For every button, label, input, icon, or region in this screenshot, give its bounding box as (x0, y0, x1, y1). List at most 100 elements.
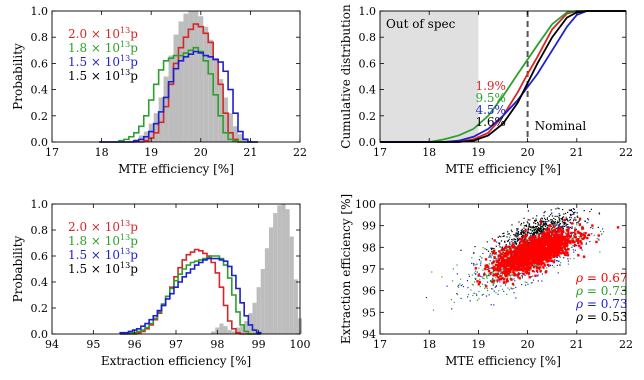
scatter-point (518, 263, 522, 266)
scatter-point (561, 218, 563, 220)
scatter-point (534, 243, 537, 247)
scatter-point (492, 260, 495, 264)
scatter-point (571, 227, 573, 230)
scatter-point (498, 250, 501, 253)
scatter-point (497, 276, 500, 279)
scatter-point (501, 275, 503, 277)
scatter-point (575, 240, 578, 242)
scatter-point (558, 247, 561, 250)
scatter-point (581, 249, 583, 251)
scatter-point (521, 276, 523, 278)
scatter-point (489, 255, 491, 257)
scatter-point (559, 264, 561, 266)
scatter-point (518, 233, 520, 236)
scatter-point (520, 248, 523, 252)
scatter-point (528, 266, 532, 269)
scatter-point (519, 242, 522, 244)
scatter-point (565, 222, 567, 224)
scatter-point (533, 226, 535, 228)
scatter-point (527, 228, 530, 230)
scatter-point (554, 249, 557, 252)
scatter-point (558, 213, 560, 215)
scatter-point (489, 267, 491, 269)
scatter-point (515, 242, 518, 244)
scatter-point (516, 273, 518, 275)
scatter-point (519, 242, 521, 245)
scatter-point (526, 221, 528, 223)
scatter-point (528, 226, 530, 228)
scatter-point (512, 274, 514, 277)
scatter-point (598, 212, 600, 214)
scatter-point (485, 295, 488, 297)
scatter-point (584, 220, 586, 222)
scatter-point (570, 209, 572, 212)
scatter-point (562, 208, 564, 211)
scatter-point (562, 245, 566, 248)
scatter-point (587, 219, 590, 221)
scatter-point (473, 264, 475, 266)
scatter-point (495, 253, 497, 255)
scatter-point (460, 249, 462, 251)
grey-histogram-bar (264, 248, 269, 334)
scatter-point (501, 247, 503, 249)
histogram-series-line (99, 46, 258, 143)
scatter-point (504, 241, 506, 243)
scatter-point (598, 238, 600, 240)
scatter-point (541, 238, 544, 242)
scatter-point (528, 254, 531, 257)
nominal-label: Nominal (535, 119, 587, 133)
scatter-point (535, 251, 539, 254)
scatter-point (548, 251, 552, 255)
legend-entry: 1.5 × 1013p (68, 247, 138, 262)
legend-entry: 2.0 × 1013p (68, 26, 138, 41)
scatter-point (503, 255, 507, 258)
scatter-point (499, 281, 501, 283)
scatter-point (532, 225, 535, 227)
scatter-point (558, 218, 560, 220)
scatter-point (549, 239, 553, 242)
scatter-point (543, 230, 545, 232)
scatter-point (482, 277, 484, 279)
scatter-point (484, 248, 486, 250)
scatter-point (537, 238, 540, 241)
scatter-point (562, 219, 564, 221)
scatter-point (538, 230, 540, 232)
scatter-point (487, 268, 489, 271)
legend-entry-main: 1.5 × 10 (68, 248, 120, 262)
scatter-point (536, 261, 540, 265)
scatter-point (516, 252, 519, 255)
y-tick-label: 0.8 (31, 224, 49, 237)
scatter-point (506, 293, 508, 295)
scatter-point (532, 234, 534, 236)
cdf-percent-label: 9.5% (475, 91, 506, 105)
scatter-point (557, 237, 560, 240)
scatter-point (565, 238, 568, 241)
scatter-point (532, 226, 534, 228)
scatter-point (502, 264, 506, 267)
scatter-point (534, 228, 536, 231)
scatter-point (459, 283, 461, 285)
x-tick-label: 21 (570, 146, 584, 159)
scatter-point (478, 267, 480, 269)
scatter-point (579, 219, 581, 221)
scatter-point (536, 265, 539, 267)
scatter-point (566, 247, 569, 249)
scatter-point (541, 258, 544, 261)
scatter-point (490, 288, 493, 290)
scatter-point (537, 237, 540, 240)
scatter-point (558, 219, 561, 221)
scatter-point (483, 273, 486, 276)
scatter-point (517, 231, 519, 233)
scatter-point (582, 225, 584, 227)
scatter-point (519, 240, 522, 243)
scatter-point (501, 276, 504, 280)
scatter-point (544, 249, 547, 252)
scatter-point (539, 231, 541, 233)
scatter-point (499, 274, 501, 276)
grey-histogram-bar (244, 321, 249, 334)
scatter-point (460, 278, 462, 280)
scatter-point (536, 238, 539, 241)
scatter-point (482, 247, 484, 249)
scatter-point (556, 256, 559, 258)
scatter-point (538, 257, 541, 260)
